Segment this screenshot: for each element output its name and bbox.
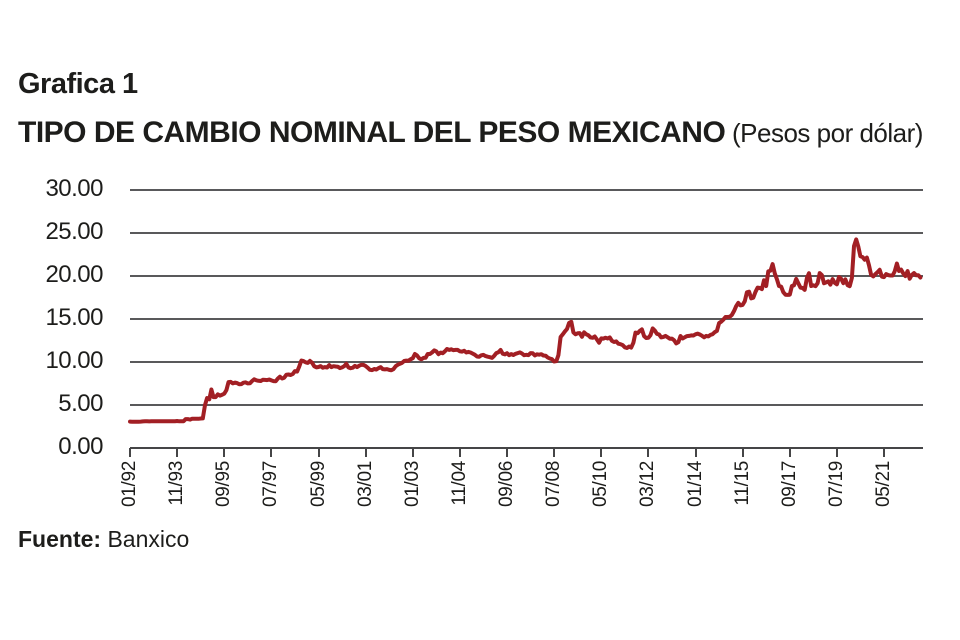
y-gridline [130, 361, 923, 363]
y-axis-label: 20.00 [45, 261, 103, 288]
source-value: Banxico [101, 526, 190, 552]
y-axis-label: 30.00 [45, 175, 103, 202]
x-axis-tick [553, 448, 555, 457]
x-axis-tick [647, 448, 649, 457]
y-gridline [130, 232, 923, 234]
chart-kicker: Grafica 1 [18, 68, 138, 100]
x-axis-tick [459, 448, 461, 457]
y-axis-label: 5.00 [58, 390, 103, 417]
chart-subtitle: (Pesos por dólar) [725, 118, 923, 148]
y-gridline [130, 404, 923, 406]
y-gridline [130, 275, 923, 277]
chart-title-line: TIPO DE CAMBIO NOMINAL DEL PESO MEXICANO… [18, 116, 923, 150]
source-label: Fuente: [18, 526, 102, 552]
y-axis-label: 10.00 [45, 347, 103, 374]
x-axis-tick [742, 448, 744, 457]
x-axis-tick [506, 448, 508, 457]
x-axis-tick [318, 448, 320, 457]
y-axis-label: 25.00 [45, 218, 103, 245]
x-axis-tick [695, 448, 697, 457]
y-axis-label: 0.00 [58, 433, 103, 460]
x-axis-tick [223, 448, 225, 457]
x-axis-tick [412, 448, 414, 457]
chart-title: TIPO DE CAMBIO NOMINAL DEL PESO MEXICANO [18, 116, 726, 149]
y-gridline [130, 318, 923, 320]
x-axis-tick [883, 448, 885, 457]
x-axis-tick [600, 448, 602, 457]
x-axis-tick [129, 448, 131, 457]
y-gridline [130, 189, 923, 191]
x-axis-tick [789, 448, 791, 457]
x-axis-tick [365, 448, 367, 457]
exchange-rate-line [128, 237, 923, 424]
x-axis-line [130, 447, 923, 449]
y-axis-label: 15.00 [45, 304, 103, 331]
x-axis-tick [836, 448, 838, 457]
x-axis-tick [270, 448, 272, 457]
source-note: Fuente: Banxico [18, 526, 189, 553]
x-axis-tick [176, 448, 178, 457]
